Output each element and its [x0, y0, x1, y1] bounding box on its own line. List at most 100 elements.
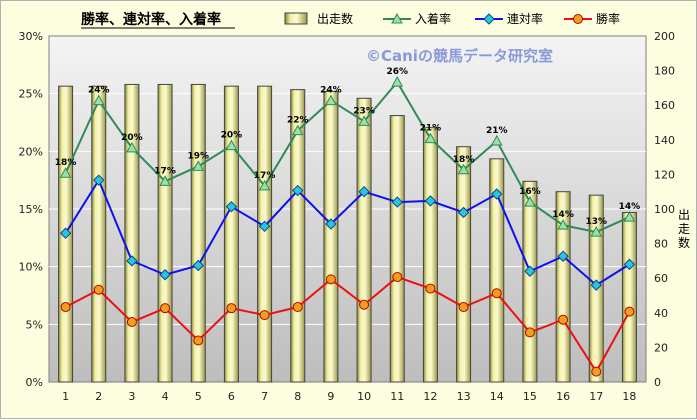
marker-入着率	[490, 134, 503, 146]
data-label: 21%	[486, 126, 508, 136]
marker-連対率	[524, 265, 536, 277]
marker-入着率	[92, 94, 105, 106]
x-tick-label: 16	[556, 390, 570, 403]
bar	[356, 97, 372, 383]
marker-連対率	[192, 259, 204, 272]
x-tick-label: 9	[327, 390, 334, 403]
bar	[489, 158, 505, 383]
legend-label: 出走数	[317, 11, 353, 26]
bar	[91, 85, 107, 383]
data-label: 20%	[121, 133, 143, 143]
data-label: 14%	[552, 210, 574, 220]
chart-title: 勝率、連対率、入着率	[81, 11, 221, 28]
series-line-連対率	[64, 177, 630, 287]
legend-marker	[483, 13, 495, 25]
right-tick-label: 40	[654, 307, 668, 320]
left-tick-label: 15%	[19, 203, 43, 216]
data-label: 22%	[287, 116, 309, 126]
series-line-勝率	[65, 275, 631, 374]
right-tick-label: 180	[654, 65, 675, 78]
marker-入着率	[59, 167, 72, 178]
right-tick-label: 60	[654, 272, 668, 285]
x-tick-label: 14	[490, 390, 504, 403]
right-tick-label: 160	[654, 99, 675, 112]
marker-連対率	[126, 255, 138, 267]
x-tick-label: 11	[390, 390, 404, 403]
marker-入着率	[192, 160, 205, 171]
data-label: 17%	[154, 166, 176, 176]
bar	[422, 127, 438, 383]
right-axis-label-char: 出	[678, 208, 690, 222]
x-tick-label: 12	[423, 390, 437, 403]
right-tick-label: 20	[654, 341, 668, 354]
right-tick-label: 120	[654, 168, 675, 181]
marker-連対率	[391, 196, 403, 208]
right-axis-label-char: 数	[678, 235, 690, 250]
x-tick-label: 7	[261, 390, 268, 403]
data-label: 18%	[55, 158, 77, 168]
data-label: 16%	[519, 187, 541, 197]
marker-入着率	[358, 115, 370, 126]
left-tick-label: 20%	[19, 145, 43, 158]
left-tick-label: 30%	[19, 30, 43, 43]
left-tick-label: 25%	[19, 88, 43, 101]
x-tick-label: 6	[228, 390, 235, 403]
data-label: 21%	[420, 124, 442, 134]
x-tick-label: 4	[162, 390, 169, 403]
legend-label: 連対率	[507, 11, 543, 26]
legend-label: 入着率	[415, 11, 451, 26]
marker-勝率	[93, 284, 104, 295]
marker-入着率	[424, 132, 437, 144]
marker-入着率	[391, 76, 404, 87]
marker-入着率	[457, 163, 470, 175]
bar	[555, 191, 571, 383]
bar	[157, 83, 173, 383]
marker-連対率	[557, 250, 569, 262]
marker-入着率	[126, 141, 138, 153]
x-tick-label: 15	[523, 390, 537, 403]
marker-入着率	[258, 179, 271, 191]
bar	[124, 83, 140, 383]
x-tick-label: 17	[589, 390, 603, 403]
left-tick-label: 5%	[26, 318, 43, 331]
data-label: 17%	[254, 171, 276, 181]
x-tick-label: 3	[128, 390, 135, 403]
data-label: 24%	[320, 86, 342, 96]
marker-勝率	[359, 299, 370, 310]
bar	[621, 211, 637, 383]
marker-入着率	[557, 219, 569, 230]
marker-入着率	[325, 94, 337, 106]
marker-勝率	[524, 327, 535, 338]
x-tick-label: 8	[294, 390, 301, 403]
right-tick-label: 200	[654, 30, 675, 43]
marker-勝率	[458, 302, 469, 313]
data-label: 14%	[619, 202, 641, 212]
marker-勝率	[292, 302, 303, 313]
data-label: 23%	[353, 106, 375, 116]
marker-連対率	[590, 279, 602, 291]
x-tick-label: 1	[62, 390, 69, 403]
marker-勝率	[160, 303, 171, 314]
marker-連対率	[292, 184, 304, 197]
data-label: 13%	[585, 217, 607, 227]
right-axis-label-char: 走	[678, 222, 690, 236]
x-tick-label: 10	[357, 390, 371, 403]
x-tick-label: 18	[622, 390, 636, 403]
data-label: 20%	[221, 131, 243, 141]
watermark: ©Caniの競馬データ研究室	[366, 47, 553, 65]
data-label: 19%	[187, 151, 209, 161]
series-line-入着率	[64, 80, 630, 234]
marker-入着率	[590, 226, 603, 237]
left-tick-label: 0%	[26, 376, 43, 389]
marker-連対率	[623, 258, 636, 271]
marker-勝率	[259, 310, 270, 321]
bar	[257, 85, 273, 383]
bar	[389, 115, 405, 383]
data-label: 26%	[386, 67, 408, 77]
right-tick-label: 0	[654, 376, 661, 389]
marker-連対率	[358, 185, 370, 198]
marker-勝率	[591, 366, 602, 377]
data-label: 18%	[453, 155, 475, 165]
